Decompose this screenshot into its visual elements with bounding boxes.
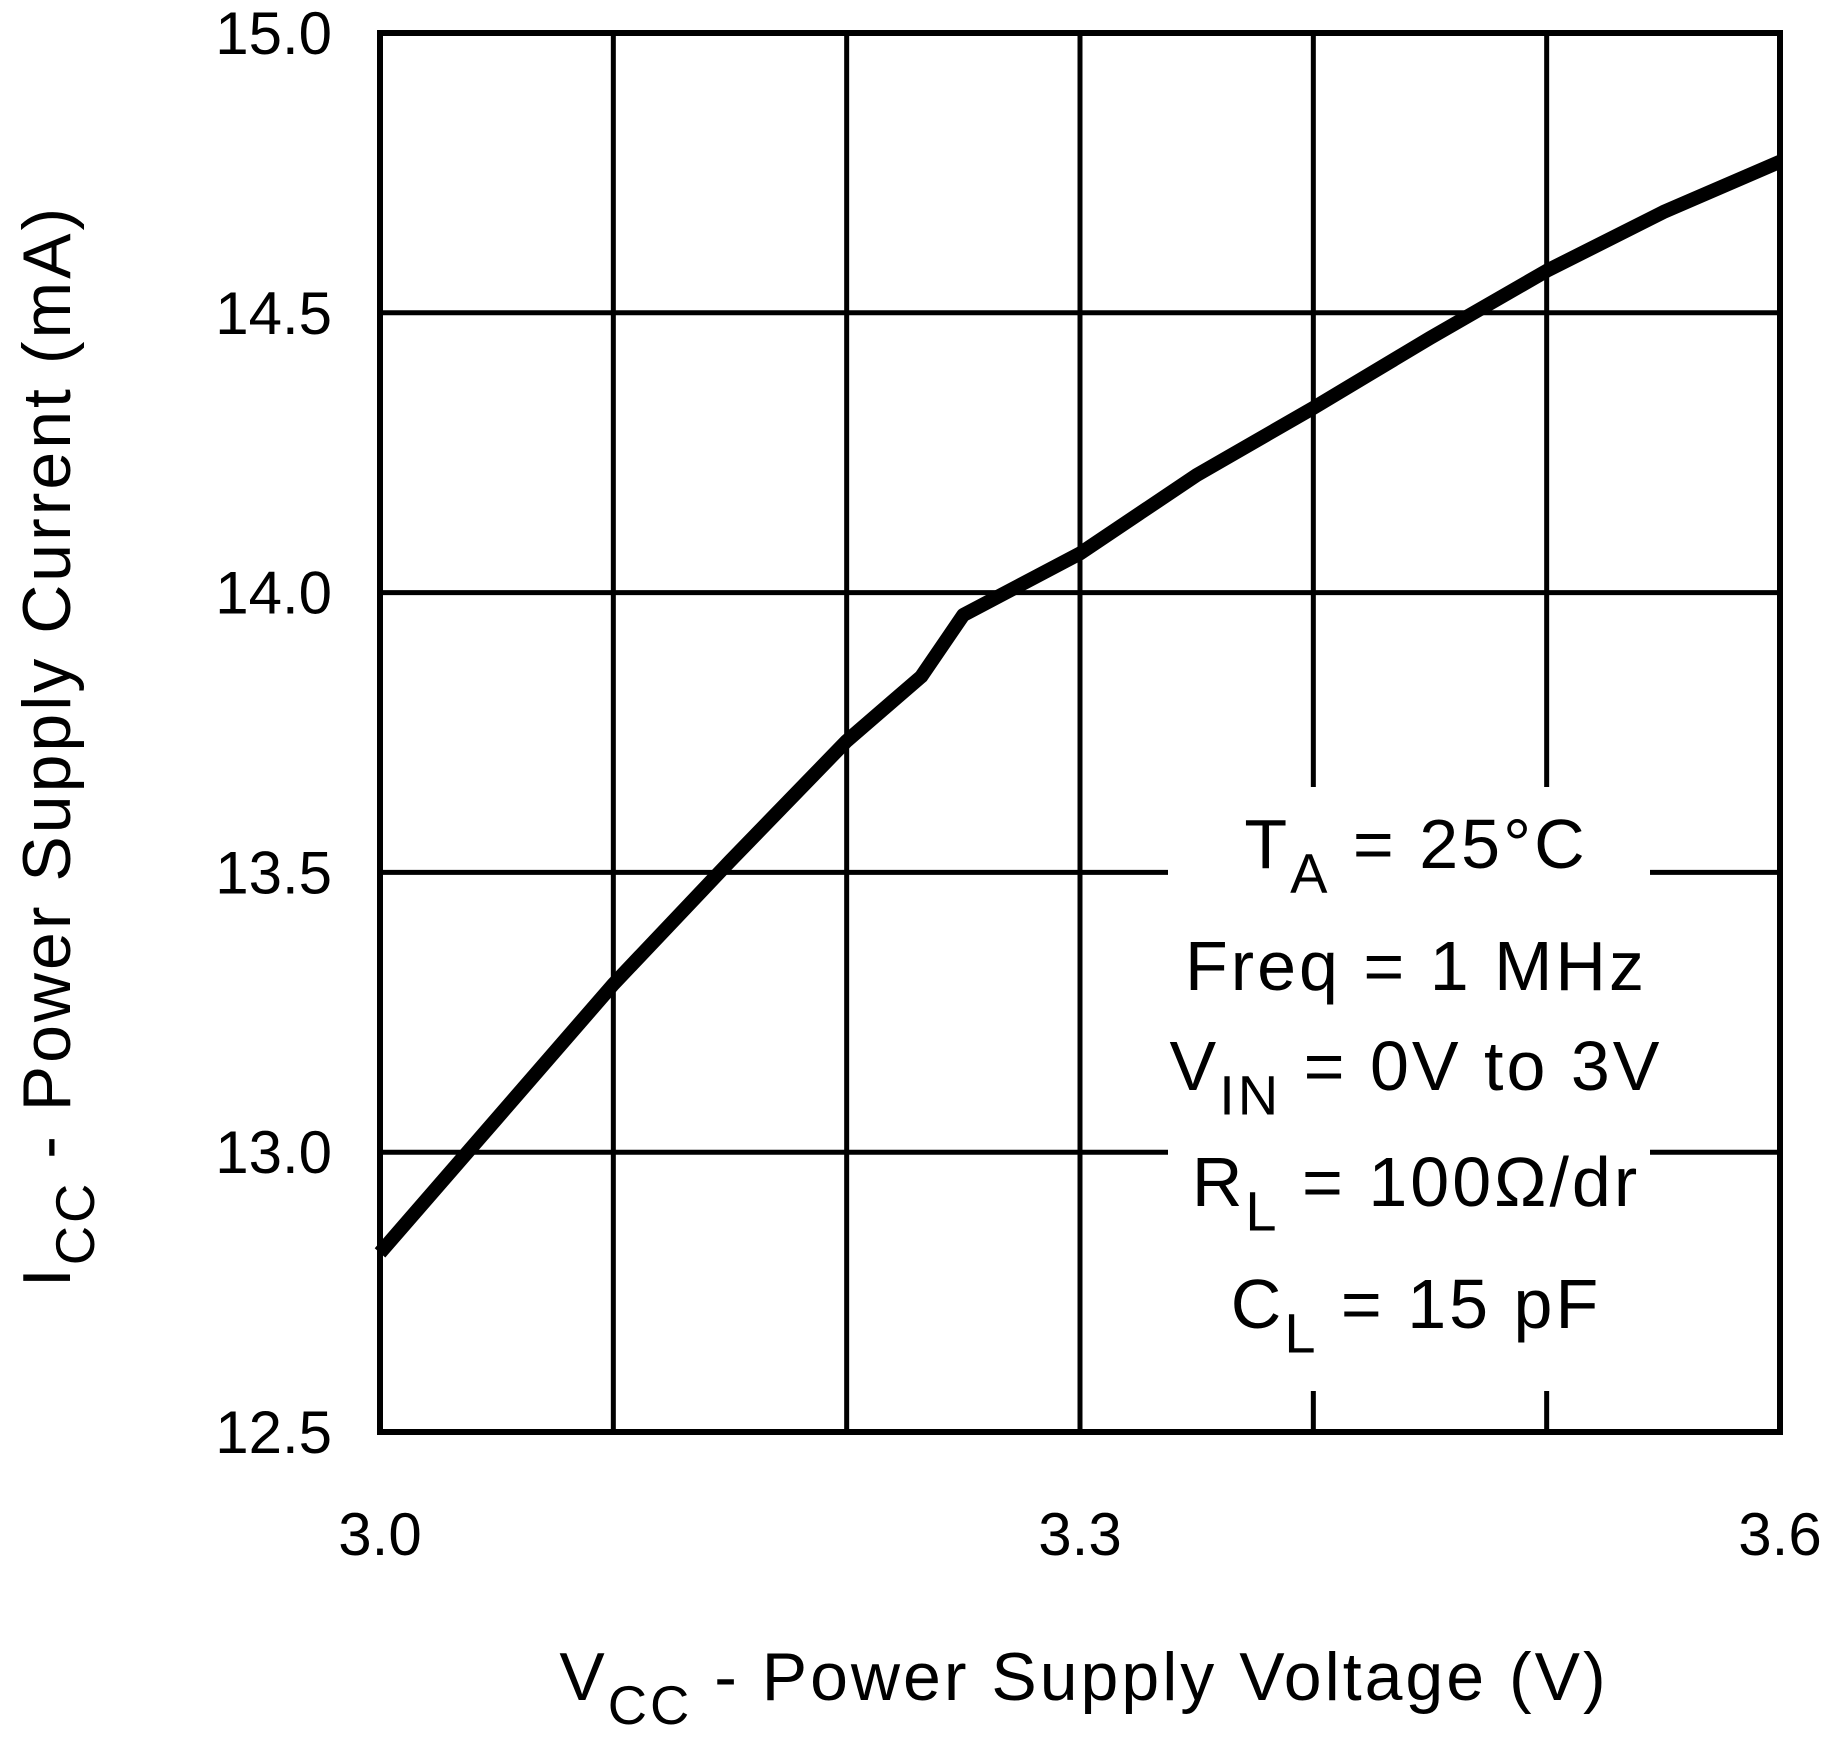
annotation-rest: = 25°C bbox=[1330, 805, 1587, 883]
annotation-sub: A bbox=[1290, 842, 1330, 905]
y-tick-label: 15.0 bbox=[215, 0, 332, 67]
annotation-sub: L bbox=[1245, 1180, 1279, 1243]
y-tick-label: 14.0 bbox=[215, 560, 332, 627]
annotation-main: T bbox=[1244, 805, 1290, 883]
x-tick-label: 3.0 bbox=[338, 1501, 421, 1568]
y-axis-title-main: I bbox=[9, 1265, 85, 1287]
annotation-main: C bbox=[1231, 1265, 1285, 1343]
y-tick-label: 13.0 bbox=[215, 1119, 332, 1186]
y-axis-title-rest: - Power Supply Current (mA) bbox=[9, 205, 85, 1181]
annotation-rest: = 0V to 3V bbox=[1281, 1027, 1662, 1105]
x-tick-label: 3.6 bbox=[1738, 1501, 1821, 1568]
x-axis-title-sub: CC bbox=[608, 1675, 693, 1736]
x-axis-title-main: V bbox=[559, 1639, 607, 1715]
annotation-main: Freq = 1 MHz bbox=[1185, 927, 1647, 1005]
y-axis-title-sub: CC bbox=[45, 1181, 106, 1266]
x-axis-title: VCC - Power Supply Voltage (V) bbox=[559, 1639, 1608, 1736]
annotation: VIN = 0V to 3V bbox=[1170, 1027, 1663, 1127]
y-tick-label: 14.5 bbox=[215, 280, 332, 347]
x-axis-title-rest: - Power Supply Voltage (V) bbox=[692, 1639, 1608, 1715]
y-axis-title: ICC - Power Supply Current (mA) bbox=[9, 205, 106, 1287]
x-tick-label: 3.3 bbox=[1038, 1501, 1121, 1568]
annotation: RL = 100Ω/dr bbox=[1192, 1143, 1640, 1243]
annotation-sub: L bbox=[1284, 1302, 1318, 1365]
plot-frame bbox=[377, 30, 1783, 1435]
annotation: Freq = 1 MHz bbox=[1185, 927, 1647, 1005]
annotation-sub: IN bbox=[1219, 1064, 1281, 1127]
annotation: CL = 15 pF bbox=[1231, 1265, 1602, 1365]
annotation-main: R bbox=[1192, 1143, 1246, 1221]
annotation-main: V bbox=[1170, 1027, 1220, 1105]
y-tick-label: 12.5 bbox=[215, 1399, 332, 1466]
annotation-rest: = 100Ω/dr bbox=[1280, 1143, 1641, 1221]
data-line bbox=[374, 155, 1783, 1258]
annotation: TA = 25°C bbox=[1244, 805, 1587, 905]
annotation-background bbox=[1168, 787, 1650, 1391]
annotation-rest: = 15 pF bbox=[1318, 1265, 1601, 1343]
y-tick-label: 13.5 bbox=[215, 839, 332, 906]
